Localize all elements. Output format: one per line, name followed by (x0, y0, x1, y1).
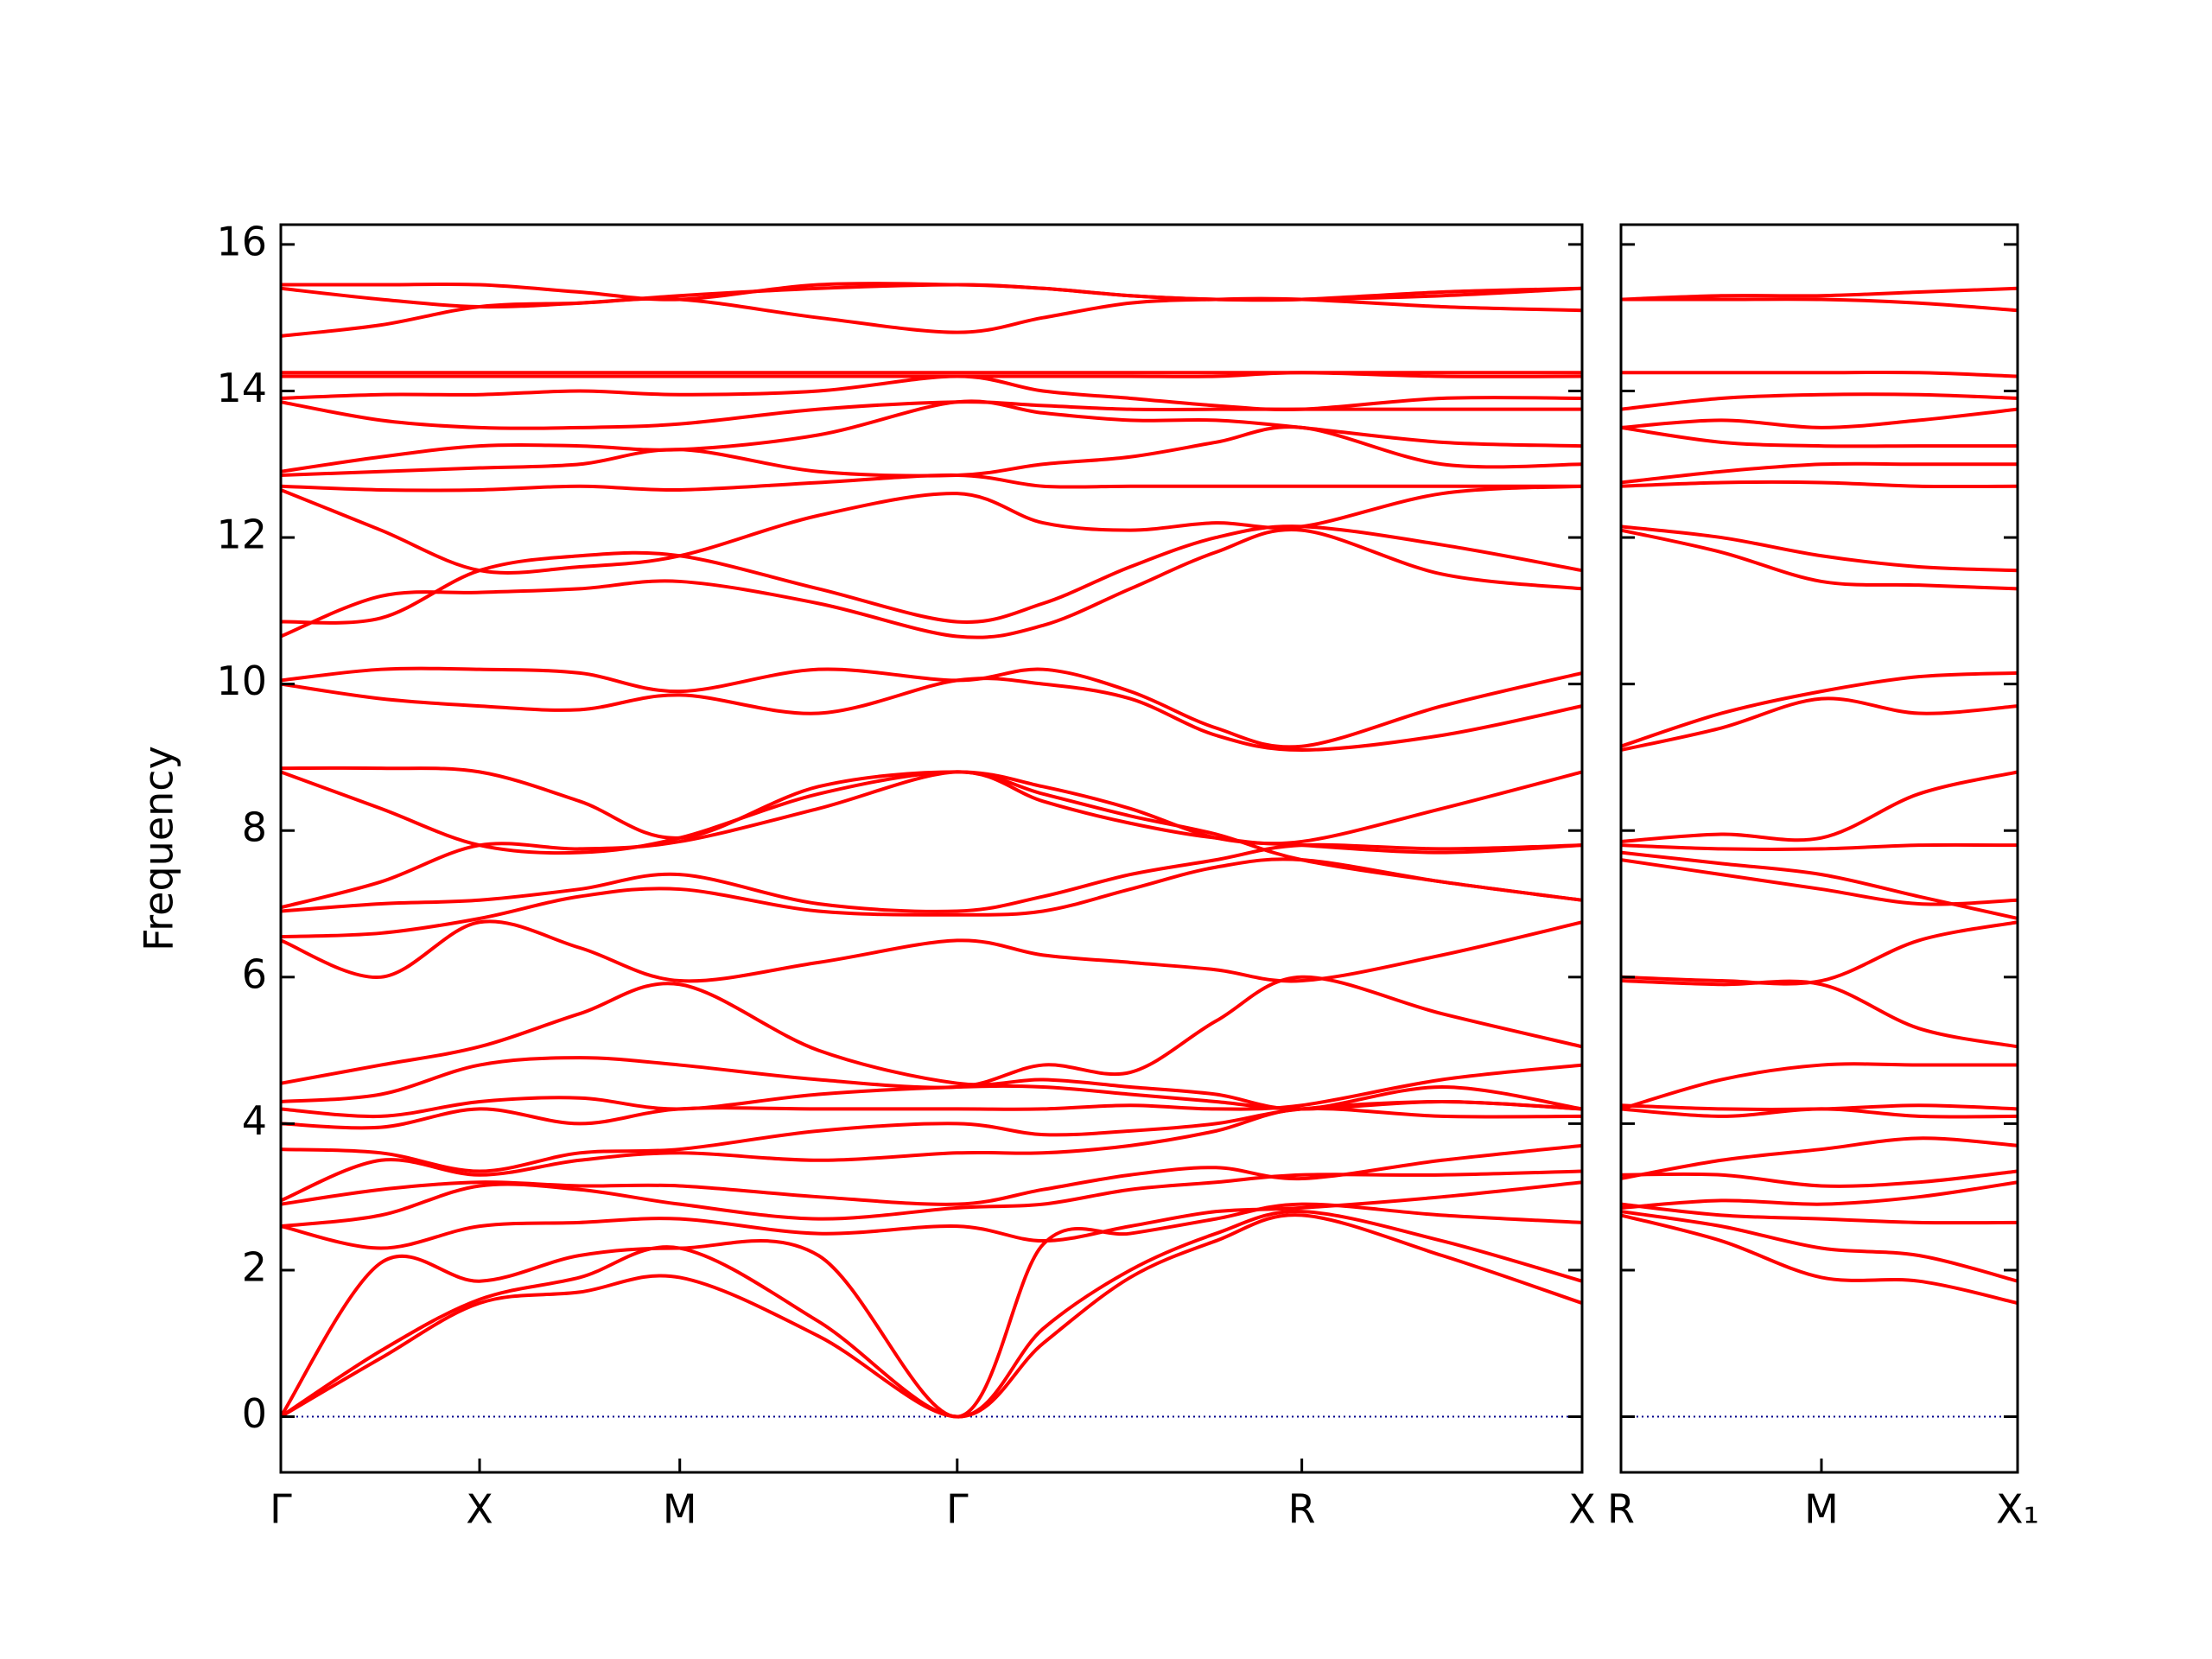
bands (1621, 286, 2018, 1306)
x-tick-label: X (466, 1486, 493, 1533)
band-line (281, 296, 1582, 338)
band-line (281, 1202, 1582, 1419)
band-line (281, 975, 1582, 1103)
band-line (281, 1213, 1582, 1419)
band-line (1621, 696, 2018, 752)
band-line (1621, 1202, 2018, 1225)
band-line (1621, 770, 2018, 843)
band-line (1621, 1136, 2018, 1180)
x-tick-label: M (663, 1486, 697, 1533)
band-line (1621, 392, 2018, 411)
band-line (1621, 425, 2018, 448)
x-tick-label: R (1607, 1486, 1635, 1533)
band-line (281, 677, 1582, 752)
band-line (1621, 1210, 2018, 1283)
band-line (281, 527, 1582, 639)
x-tick-label: Γ (270, 1486, 292, 1533)
band-line (281, 666, 1582, 749)
y-tick-label: 6 (242, 950, 267, 997)
band-line (1621, 407, 2018, 429)
band-line (281, 399, 1582, 474)
band-line (1621, 1103, 2018, 1111)
band-line (1621, 524, 2018, 573)
x-tick-label: R (1288, 1486, 1316, 1533)
y-tick-label: 2 (242, 1243, 267, 1290)
band-line (1621, 842, 2018, 851)
x-tick-label: X₁ (1996, 1486, 2039, 1533)
band-line (281, 982, 1582, 1111)
band-line (281, 1169, 1582, 1229)
band-line (1621, 1213, 2018, 1306)
band-line (1621, 858, 2018, 906)
band-line (281, 770, 1582, 910)
band-line (1621, 297, 2018, 313)
band-line (1621, 850, 2018, 920)
band-line (1621, 480, 2018, 489)
y-tick-label: 8 (242, 804, 267, 851)
bands (281, 282, 1582, 1419)
y-tick-label: 0 (242, 1390, 267, 1437)
band-line (1621, 461, 2018, 485)
band-line (281, 842, 1582, 913)
band-line (281, 770, 1582, 902)
band-line (1621, 286, 2018, 302)
y-tick-label: 10 (216, 658, 267, 704)
band-line (281, 524, 1582, 625)
axes-frame (1619, 223, 2019, 1474)
axes-frame (279, 223, 1584, 1474)
band-line (281, 1210, 1582, 1419)
band-line (281, 425, 1582, 478)
band-line (1621, 671, 2018, 748)
band-line (281, 1063, 1582, 1130)
band-line (1621, 1062, 2018, 1111)
y-tick-label: 12 (216, 512, 267, 558)
band-line (1621, 979, 2018, 1049)
y-tick-label: 14 (216, 365, 267, 411)
band-line (1621, 1169, 2018, 1188)
band-line (1621, 1180, 2018, 1210)
band-line (1621, 370, 2018, 378)
band-line (281, 1143, 1582, 1206)
band-line (281, 282, 1582, 302)
band-line (281, 484, 1582, 575)
x-tick-label: X (1568, 1486, 1596, 1533)
band-line (281, 857, 1582, 939)
y-tick-label: 16 (216, 218, 267, 264)
band-line (1621, 920, 2018, 986)
band-line (281, 766, 1582, 855)
y-tick-label: 4 (242, 1097, 267, 1144)
x-tick-label: M (1804, 1486, 1839, 1533)
band-line (1621, 528, 2018, 591)
y-axis-label: Frequency (136, 746, 182, 951)
band-line (281, 1180, 1582, 1250)
band-line (281, 919, 1582, 983)
x-tick-label: Γ (946, 1486, 969, 1533)
